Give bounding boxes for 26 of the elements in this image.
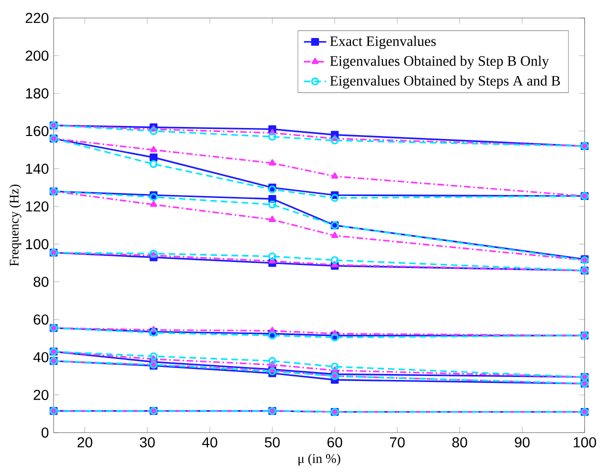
y-tick-label: 60: [34, 314, 48, 325]
y-tick-label: 20: [34, 390, 48, 400]
x-tick-label: 20: [78, 437, 92, 448]
y-tick-label: 80: [34, 276, 48, 288]
x-tick-label: 80: [452, 437, 468, 448]
y-tick-label: 40: [33, 352, 48, 362]
x-tick-label: 70: [390, 437, 405, 448]
x-tick-label: 90: [514, 437, 530, 448]
y-tick-label: 120: [26, 201, 48, 212]
x-tick-label: 100: [574, 437, 596, 448]
y-tick-label: 180: [26, 88, 48, 99]
y-tick-label: 0: [42, 428, 48, 438]
x-tick-label: 40: [202, 437, 218, 448]
x-axis-title: μ (in %): [298, 454, 340, 466]
x-tick-label: 50: [264, 437, 280, 448]
x-tick-label: 60: [327, 437, 342, 448]
y-tick-label: 140: [26, 164, 48, 174]
y-axis-title: Frequency (Hz): [9, 184, 22, 266]
legend-label: Eigenvalues Obtained by Steps A and B: [330, 76, 560, 89]
y-tick-label: 200: [26, 50, 48, 61]
y-tick-label: 220: [26, 13, 48, 24]
y-tick-label: 100: [26, 239, 48, 250]
x-tick-label: 30: [140, 437, 155, 448]
legend-label: Eigenvalues Obtained by Step B Only: [330, 56, 549, 69]
legend-label: Exact Eigenvalues: [330, 36, 436, 50]
y-tick-label: 160: [26, 126, 48, 136]
